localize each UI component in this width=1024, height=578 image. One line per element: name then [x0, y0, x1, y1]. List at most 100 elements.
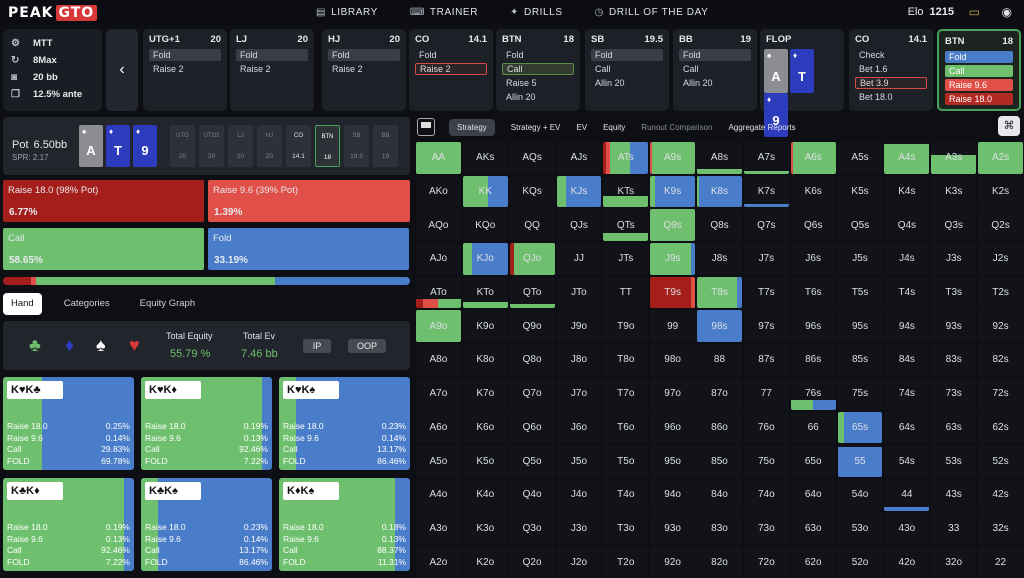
matrix-cell[interactable]: AKo: [416, 175, 461, 208]
matrix-cell[interactable]: 82s: [978, 344, 1023, 376]
matrix-cell[interactable]: J2s: [978, 243, 1023, 275]
matrix-cell[interactable]: Q4o: [509, 478, 555, 511]
matrix-cell[interactable]: QJo: [509, 243, 555, 275]
matrix-cell[interactable]: 72o: [743, 546, 789, 578]
matrix-cell[interactable]: 96o: [650, 411, 696, 444]
matrix-cell[interactable]: ATs: [603, 142, 649, 174]
matrix-cell[interactable]: 94o: [650, 478, 696, 511]
matrix-cell[interactable]: Q5o: [509, 445, 555, 477]
matrix-cell[interactable]: 92s: [978, 310, 1023, 343]
matrix-cell[interactable]: J8o: [556, 344, 602, 376]
matrix-cell[interactable]: J5o: [556, 445, 602, 477]
matrix-cell[interactable]: KK: [462, 175, 508, 208]
action-option[interactable]: Fold: [679, 49, 751, 61]
matrix-cell[interactable]: AJo: [416, 243, 461, 275]
matrix-cell[interactable]: 97o: [650, 377, 696, 410]
matrix-cell[interactable]: 52o: [837, 546, 883, 578]
matrix-cell[interactable]: Q8o: [509, 344, 555, 376]
action-option[interactable]: Bet 18.0: [859, 92, 893, 102]
matrix-cell[interactable]: QTo: [509, 276, 555, 309]
matrix-cell[interactable]: 83s: [931, 344, 977, 376]
matrix-cell[interactable]: A6o: [416, 411, 461, 444]
matrix-cell[interactable]: 53s: [931, 445, 977, 477]
matrix-cell[interactable]: J7o: [556, 377, 602, 410]
matrix-cell[interactable]: T8s: [697, 276, 742, 309]
matrix-cell[interactable]: A3s: [931, 142, 977, 174]
layout-toggle-icon[interactable]: [417, 118, 435, 136]
matrix-cell[interactable]: 54o: [837, 478, 883, 511]
matrix-cell[interactable]: 99: [650, 310, 696, 343]
matrix-cell[interactable]: A4s: [884, 142, 930, 174]
combo-card[interactable]: K♣K♦ Raise 18.0 0.19% Raise 9.6 0.13% Call 92.…: [3, 478, 134, 571]
matrix-cell[interactable]: 52s: [978, 445, 1023, 477]
matrix-cell[interactable]: J2o: [556, 546, 602, 578]
action-option[interactable]: Call: [683, 64, 699, 74]
matrix-cell[interactable]: KJs: [556, 175, 602, 208]
matrix-cell[interactable]: J6o: [556, 411, 602, 444]
matrix-cell[interactable]: T5o: [603, 445, 649, 477]
action-option[interactable]: Fold: [591, 49, 663, 61]
matrix-cell[interactable]: 84s: [884, 344, 930, 376]
matrix-cell[interactable]: Q2s: [978, 209, 1023, 242]
tab-strategy[interactable]: Strategy: [449, 118, 495, 136]
matrix-cell[interactable]: A2o: [416, 546, 461, 578]
user-icon[interactable]: ◉: [1001, 5, 1012, 19]
ip-button[interactable]: IP: [303, 339, 331, 353]
action-option[interactable]: Raise 2: [415, 63, 487, 75]
matrix-cell[interactable]: K4s: [884, 175, 930, 208]
matrix-cell[interactable]: 53o: [837, 512, 883, 545]
matrix-cell[interactable]: AQo: [416, 209, 461, 242]
matrix-cell[interactable]: QJs: [556, 209, 602, 242]
matrix-cell[interactable]: 65s: [837, 411, 883, 444]
matrix-cell[interactable]: 98o: [650, 344, 696, 376]
matrix-cell[interactable]: KQo: [462, 209, 508, 242]
matrix-cell[interactable]: 63o: [790, 512, 836, 545]
combo-card[interactable]: K♥K♣ Raise 18.0 0.25% Raise 9.6 0.14% Call 29.…: [3, 377, 134, 470]
matrix-cell[interactable]: Q9s: [650, 209, 696, 242]
matrix-cell[interactable]: K7o: [462, 377, 508, 410]
matrix-cell[interactable]: 98s: [697, 310, 742, 343]
action-option[interactable]: Call: [502, 63, 574, 75]
position-co-flop[interactable]: CO 14.1 Check Bet 1.6 Bet 3.9 Bet 18.0: [849, 29, 933, 111]
matrix-cell[interactable]: 86s: [790, 344, 836, 376]
matrix-cell[interactable]: AJs: [556, 142, 602, 174]
nav-trainer[interactable]: ⌨ TRAINER: [410, 7, 478, 18]
matrix-cell[interactable]: T7s: [743, 276, 789, 309]
action-option[interactable]: Raise 2: [240, 64, 271, 74]
matrix-cell[interactable]: A2s: [978, 142, 1023, 174]
matrix-cell[interactable]: K9s: [650, 175, 696, 208]
matrix-cell[interactable]: A8o: [416, 344, 461, 376]
matrix-cell[interactable]: QQ: [509, 209, 555, 242]
matrix-cell[interactable]: 76o: [743, 411, 789, 444]
matrix-cell[interactable]: T9o: [603, 310, 649, 343]
matrix-cell[interactable]: K8o: [462, 344, 508, 376]
matrix-cell[interactable]: 93s: [931, 310, 977, 343]
matrix-cell[interactable]: 85o: [697, 445, 742, 477]
matrix-cell[interactable]: 76s: [790, 377, 836, 410]
oop-button[interactable]: OOP: [348, 339, 386, 353]
tab-strategy-ev[interactable]: Strategy + EV: [510, 122, 561, 132]
matrix-cell[interactable]: J5s: [837, 243, 883, 275]
tab-equity[interactable]: Equity: [603, 122, 626, 132]
matrix-cell[interactable]: 54s: [884, 445, 930, 477]
matrix-cell[interactable]: 42s: [978, 478, 1023, 511]
matrix-cell[interactable]: T6s: [790, 276, 836, 309]
action-option[interactable]: Raise 2: [332, 64, 363, 74]
matrix-cell[interactable]: 32o: [931, 546, 977, 578]
position-sb[interactable]: SB 19.5 Fold Call Allin 20: [585, 29, 669, 111]
heart-filter-icon[interactable]: ♥: [129, 335, 140, 355]
matrix-cell[interactable]: QTs: [603, 209, 649, 242]
matrix-cell[interactable]: T8o: [603, 344, 649, 376]
matrix-cell[interactable]: K5o: [462, 445, 508, 477]
action-option[interactable]: Fold: [328, 49, 400, 61]
matrix-cell[interactable]: A5o: [416, 445, 461, 477]
matrix-cell[interactable]: 75o: [743, 445, 789, 477]
matrix-cell[interactable]: ATo: [416, 276, 461, 309]
matrix-cell[interactable]: Q9o: [509, 310, 555, 343]
action-option[interactable]: Raise 18.0: [945, 93, 1013, 105]
matrix-cell[interactable]: 84o: [697, 478, 742, 511]
matrix-cell[interactable]: K2s: [978, 175, 1023, 208]
matrix-cell[interactable]: 43s: [931, 478, 977, 511]
strategy-call-2[interactable]: Call 58.65%: [3, 228, 204, 270]
controller-icon[interactable]: ⌘: [998, 116, 1020, 136]
